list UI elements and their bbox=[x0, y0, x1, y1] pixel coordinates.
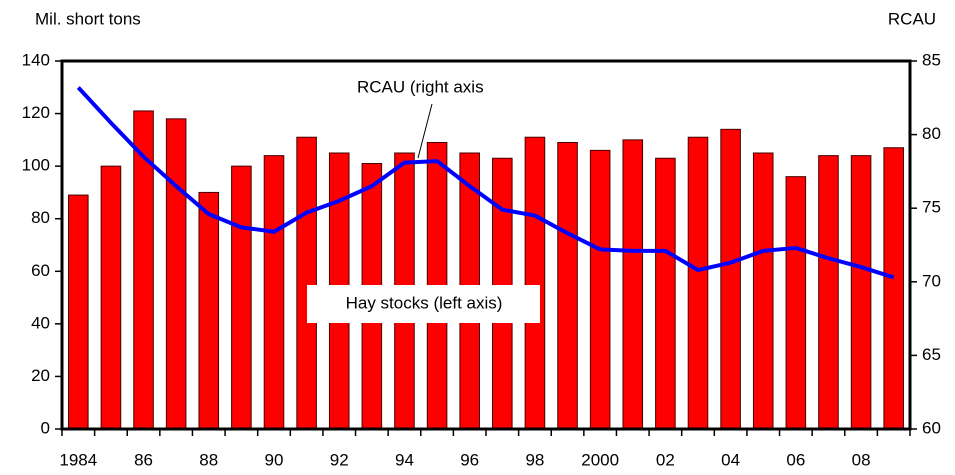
bar bbox=[263, 155, 285, 430]
x-tick-label: 04 bbox=[721, 450, 740, 469]
bar bbox=[883, 147, 904, 430]
bar bbox=[524, 136, 546, 430]
y-axis-label: Mil. short tons bbox=[35, 9, 141, 28]
x-tick-label: 96 bbox=[460, 450, 479, 469]
y2-tick-label: 75 bbox=[922, 198, 941, 217]
annotation-box bbox=[307, 285, 540, 323]
annotation: Hay stocks (left axis) bbox=[346, 293, 503, 312]
y2-axis-label: RCAU bbox=[888, 9, 936, 28]
bar bbox=[296, 136, 317, 430]
bar bbox=[165, 118, 187, 430]
y-tick-label: 140 bbox=[22, 50, 50, 69]
x-tick-label: 88 bbox=[199, 450, 218, 469]
bar bbox=[720, 128, 741, 430]
bar bbox=[687, 136, 709, 430]
x-tick-label: 02 bbox=[656, 450, 675, 469]
bar bbox=[785, 176, 807, 430]
bar bbox=[68, 194, 89, 430]
x-tick-label: 92 bbox=[330, 450, 349, 469]
y2-tick-label: 80 bbox=[922, 124, 941, 143]
x-tick-label: 1984 bbox=[59, 450, 97, 469]
bar bbox=[622, 139, 644, 430]
annotation: RCAU (right axis bbox=[357, 77, 484, 96]
y-tick-label: 80 bbox=[31, 208, 50, 227]
line bbox=[76, 86, 895, 280]
y2-tick-label: 70 bbox=[922, 271, 941, 290]
bar bbox=[557, 141, 578, 430]
x-tick-label: 94 bbox=[395, 450, 414, 469]
bar bbox=[655, 157, 676, 430]
x-tick-label: 98 bbox=[525, 450, 544, 469]
y-tick-label: 0 bbox=[41, 418, 50, 437]
bar bbox=[752, 152, 774, 430]
y-tick-label: 40 bbox=[31, 313, 50, 332]
x-tick-label: 06 bbox=[786, 450, 805, 469]
bar bbox=[589, 149, 611, 430]
x-tick-label: 86 bbox=[134, 450, 153, 469]
x-tick-label: 08 bbox=[852, 450, 871, 469]
annotation-leader bbox=[417, 103, 433, 159]
x-tick-label: 90 bbox=[265, 450, 284, 469]
y-tick-label: 60 bbox=[31, 261, 50, 280]
bar bbox=[100, 165, 122, 430]
y2-tick-label: 60 bbox=[922, 418, 941, 437]
plot-frame bbox=[60, 59, 912, 431]
bar bbox=[818, 155, 839, 430]
y2-tick-label: 85 bbox=[922, 50, 941, 69]
y-tick-label: 20 bbox=[31, 366, 50, 385]
bar bbox=[850, 155, 872, 430]
y2-tick-label: 65 bbox=[922, 345, 941, 364]
x-tick-label: 2000 bbox=[581, 450, 619, 469]
bar bbox=[231, 165, 252, 430]
bar bbox=[198, 191, 220, 430]
y-tick-label: 120 bbox=[22, 103, 50, 122]
y-tick-label: 100 bbox=[22, 156, 50, 175]
